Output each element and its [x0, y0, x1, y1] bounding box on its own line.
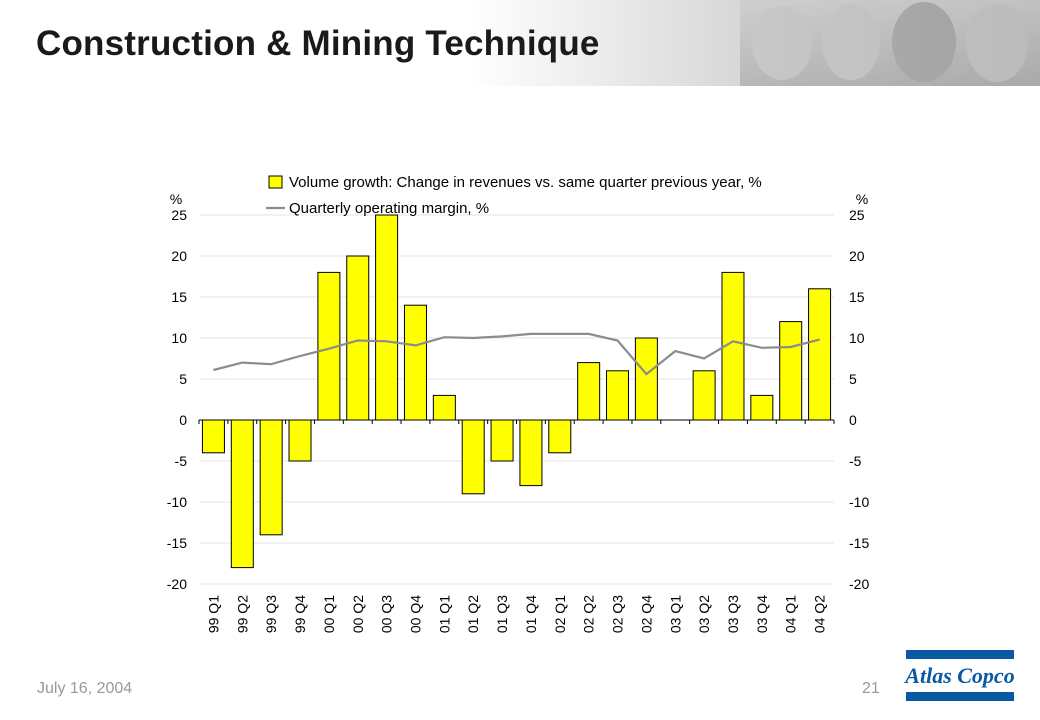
y-tick-label-left: -5 — [175, 453, 188, 469]
bar — [346, 255, 370, 421]
legend-swatch-bar — [268, 175, 283, 189]
bar — [519, 419, 543, 487]
x-tick-label: 02 Q2 — [581, 595, 597, 633]
logo-bar-bottom — [906, 692, 1014, 701]
bar — [808, 288, 832, 421]
page-number: 21 — [862, 680, 880, 697]
slide-title: Construction & Mining Technique — [36, 24, 600, 63]
y-tick-label-right: -20 — [849, 576, 869, 592]
bar — [750, 394, 774, 421]
bar — [606, 370, 630, 421]
y-tick-label-left: -10 — [167, 494, 187, 510]
legend-label-margin: Quarterly operating margin, % — [289, 200, 489, 217]
bar — [461, 419, 485, 495]
y-axis-label-left: % — [170, 191, 182, 207]
y-tick-label-right: 5 — [849, 371, 857, 387]
x-tick-label: 99 Q2 — [234, 595, 250, 633]
bar — [692, 370, 716, 421]
face-1 — [752, 6, 812, 80]
x-tick-label: 03 Q2 — [696, 595, 712, 633]
x-tick-label: 04 Q1 — [783, 595, 799, 633]
y-tick-label-right: 10 — [849, 330, 865, 346]
y-tick-label-left: -15 — [167, 535, 187, 551]
x-tick-label: 99 Q3 — [263, 595, 279, 633]
bar — [548, 419, 572, 454]
face-4 — [966, 4, 1028, 82]
legend-label-volume: Volume growth: Change in revenues vs. sa… — [289, 174, 762, 191]
y-tick-label-left: 5 — [179, 371, 187, 387]
x-tick-label: 04 Q2 — [812, 595, 828, 633]
bar — [288, 419, 312, 462]
bar — [403, 304, 427, 421]
bar — [634, 337, 658, 421]
bar — [779, 321, 803, 421]
y-tick-label-left: 10 — [171, 330, 187, 346]
bar — [259, 419, 283, 536]
y-tick-label-right: -10 — [849, 494, 869, 510]
x-tick-label: 01 Q4 — [523, 595, 539, 633]
x-tick-label: 00 Q2 — [350, 595, 366, 633]
x-tick-label: 03 Q3 — [725, 595, 741, 633]
header-photo — [740, 0, 1040, 86]
bar — [375, 214, 399, 421]
x-tick-label: 99 Q1 — [205, 595, 221, 633]
y-axis-label-right: % — [856, 191, 868, 207]
x-tick-label: 00 Q4 — [407, 595, 423, 633]
y-tick-label-left: 15 — [171, 289, 187, 305]
x-tick-label: 01 Q2 — [465, 595, 481, 633]
bar — [230, 419, 254, 569]
atlas-copco-logo: Atlas Copco — [904, 650, 1015, 701]
x-tick-label: 01 Q3 — [494, 595, 510, 633]
y-tick-label-right: 0 — [849, 412, 857, 428]
logo-bar-top — [906, 650, 1014, 659]
y-tick-label-left: 20 — [171, 248, 187, 264]
y-tick-label-right: 15 — [849, 289, 865, 305]
bar — [490, 419, 514, 462]
logo-text: Atlas Copco — [904, 663, 1015, 688]
x-tick-label: 00 Q3 — [379, 595, 395, 633]
bar — [432, 394, 456, 421]
y-tick-label-right: -5 — [849, 453, 862, 469]
bar — [577, 362, 601, 421]
x-tick-label: 02 Q3 — [610, 595, 626, 633]
y-tick-label-left: -20 — [167, 576, 187, 592]
y-tick-label-left: 25 — [171, 207, 187, 223]
x-tick-label: 03 Q1 — [667, 595, 683, 633]
footer-date: July 16, 2004 — [37, 680, 133, 697]
x-tick-label: 03 Q4 — [754, 595, 770, 633]
x-tick-label: 00 Q1 — [321, 595, 337, 633]
x-tick-label: 02 Q1 — [552, 595, 568, 633]
x-tick-label: 02 Q4 — [638, 595, 654, 633]
x-tick-label: 99 Q4 — [292, 595, 308, 633]
face-3 — [892, 2, 956, 82]
y-tick-label-left: 0 — [179, 412, 187, 428]
x-tick-label: 01 Q1 — [436, 595, 452, 633]
bar — [201, 419, 225, 454]
y-tick-label-right: -15 — [849, 535, 869, 551]
face-2 — [822, 4, 880, 80]
operating-margin-line — [213, 332, 820, 376]
y-tick-label-right: 25 — [849, 207, 865, 223]
y-tick-label-right: 20 — [849, 248, 865, 264]
